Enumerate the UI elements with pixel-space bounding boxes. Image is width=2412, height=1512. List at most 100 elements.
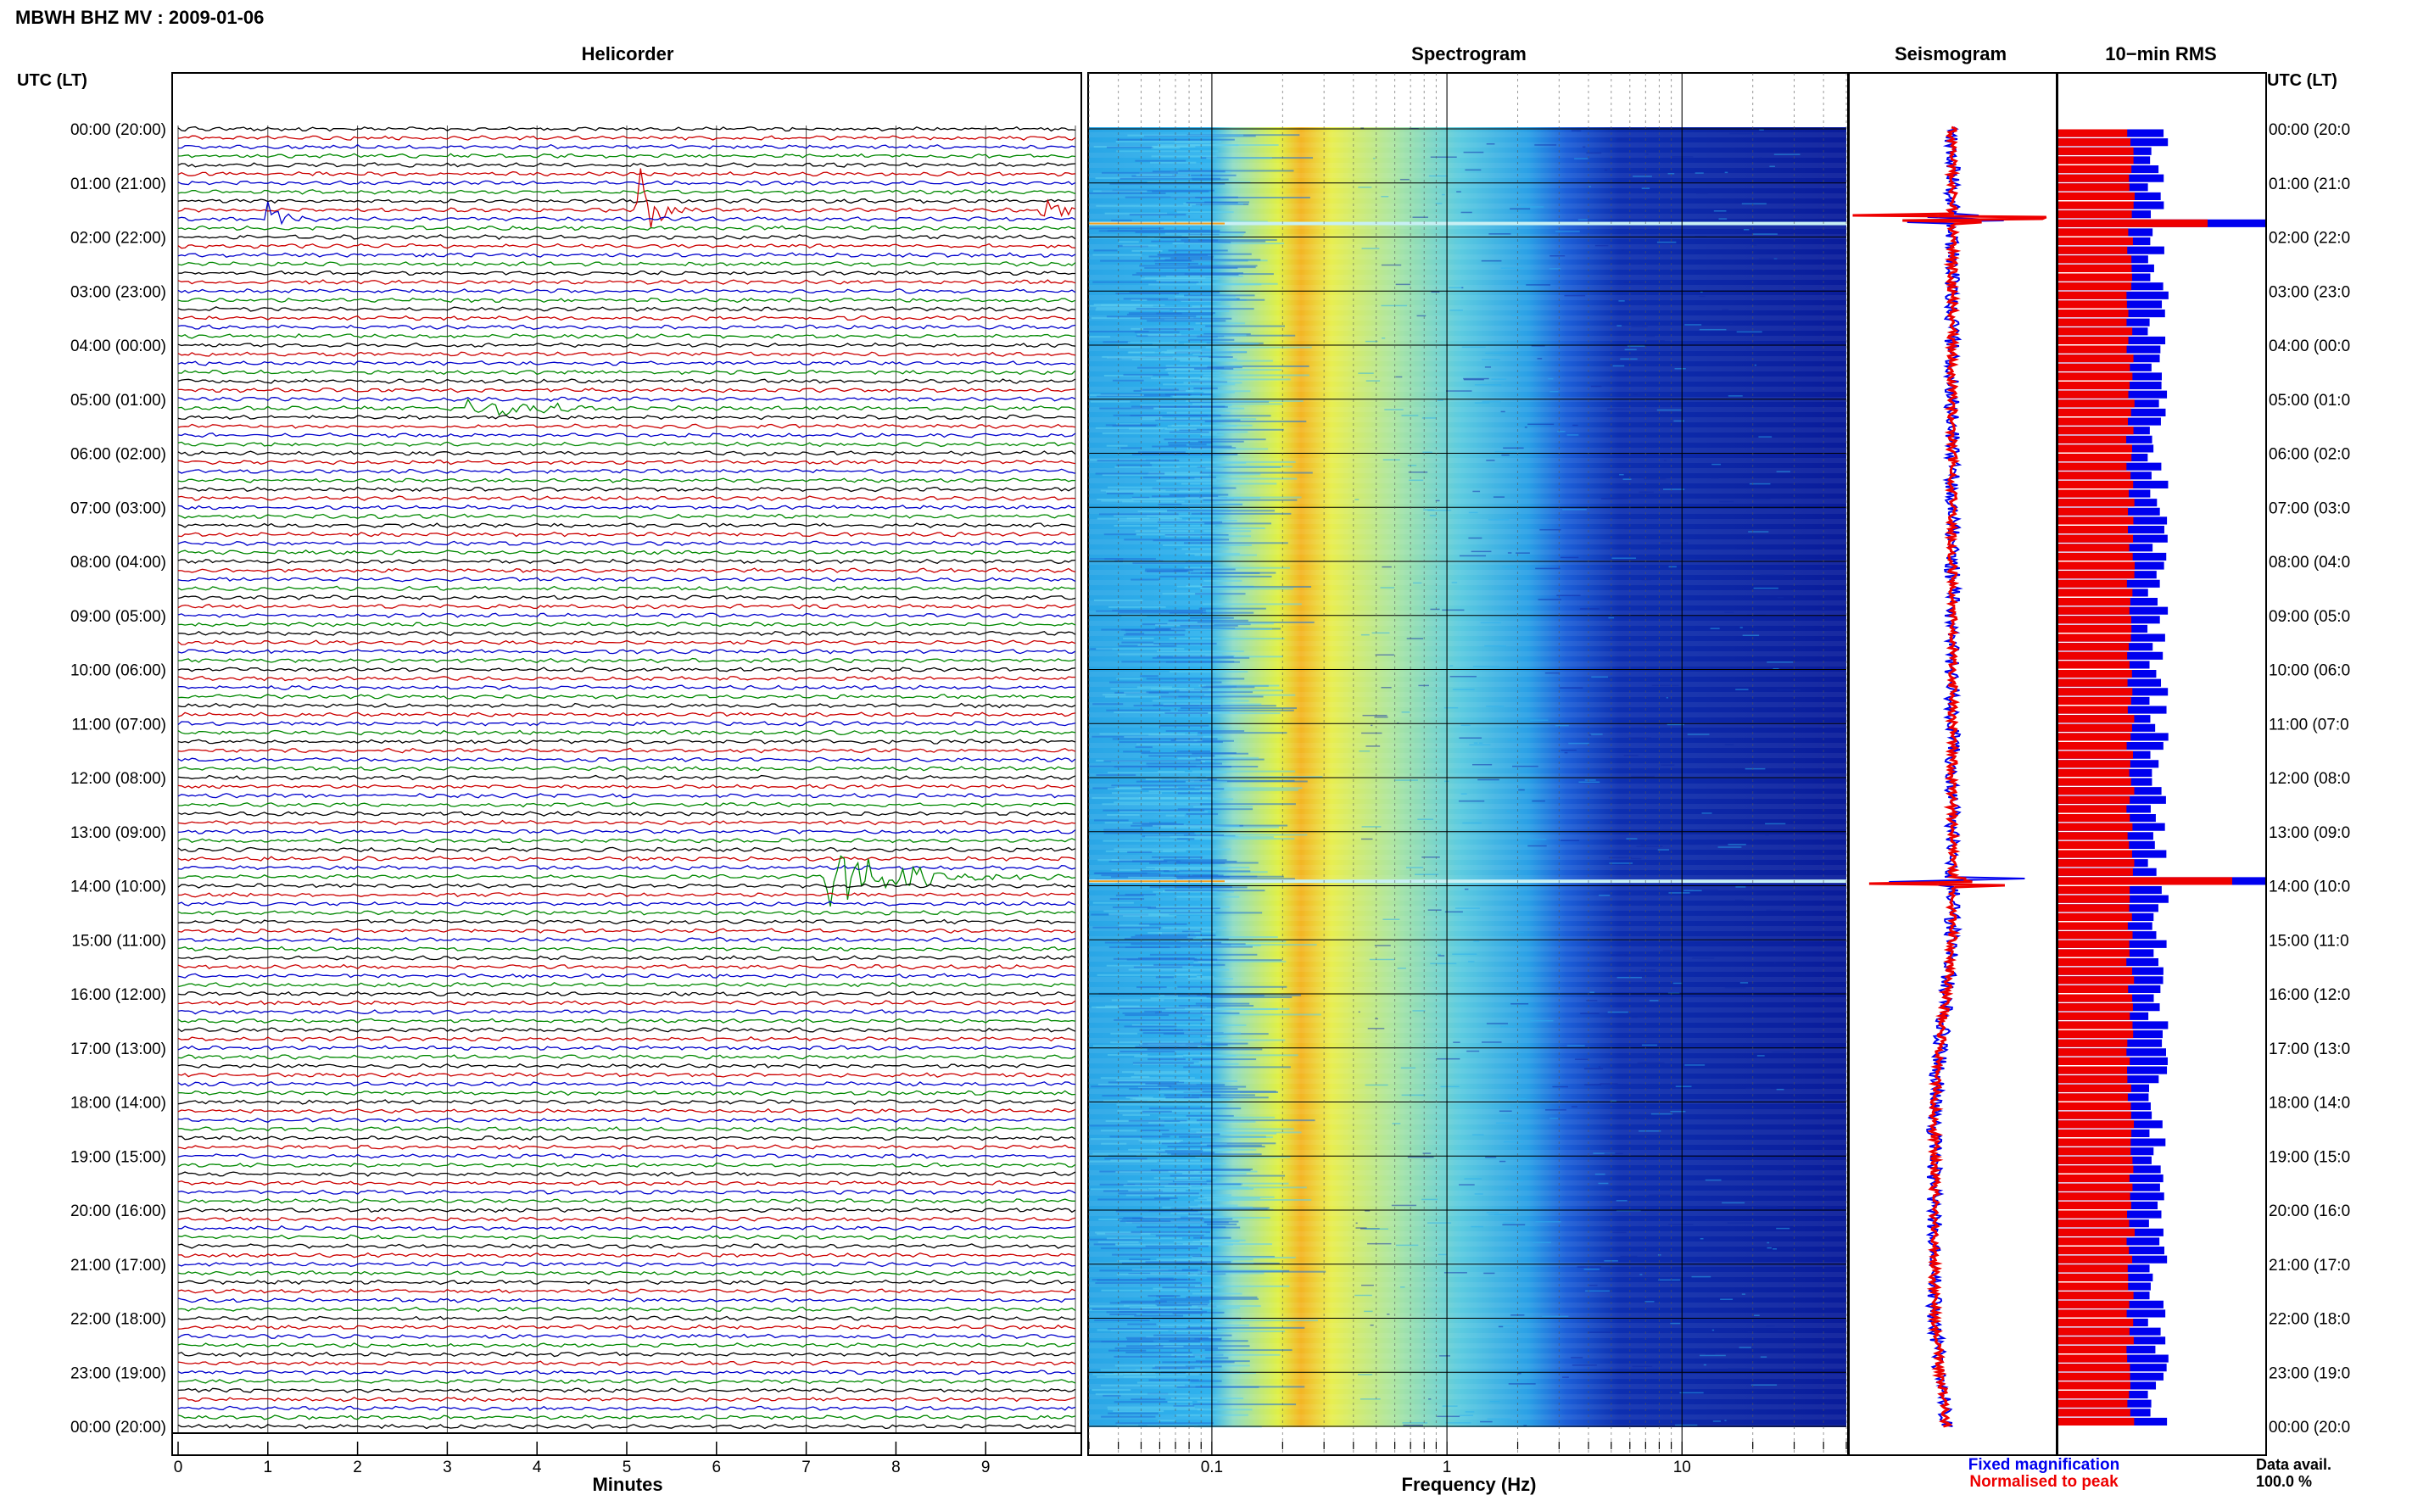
helicorder-trace (177, 198, 1076, 204)
spectrogram-texture-speck (1397, 968, 1406, 969)
spectrogram-texture-speck (1456, 191, 1461, 192)
rms-bar-normalised (2058, 192, 2135, 200)
rms-bar-normalised (2058, 814, 2130, 823)
spectrogram-texture-streak (1131, 453, 1238, 455)
spectrogram-texture-streak (1102, 474, 1209, 477)
spectrogram-texture-speck (1627, 1319, 1646, 1321)
spectrogram-texture-streak (1142, 1110, 1172, 1113)
spectrogram-texture-streak (1123, 750, 1151, 753)
spectrogram-texture-streak (1119, 1310, 1208, 1313)
rms-bar-normalised (2058, 949, 2130, 957)
spectrogram-texture-streak (1131, 249, 1163, 252)
spectrogram-texture-speck (1443, 1272, 1467, 1274)
time-label-right: 12:00 (08:0 (2269, 770, 2350, 788)
rms-bar-normalised (2058, 300, 2127, 309)
spectrogram-texture-streak (1123, 1184, 1242, 1186)
spectrogram-texture-streak (1103, 910, 1214, 912)
spectrogram-texture-speck (1594, 1173, 1605, 1175)
spectrogram-texture-streak (1169, 431, 1209, 433)
spectrogram-texture-streak (1114, 711, 1230, 713)
spectrogram-texture-speck (1461, 346, 1486, 349)
spectrogram-texture-speck (1590, 734, 1603, 735)
spectrogram-texture-streak (1147, 907, 1220, 910)
time-label-right: 15:00 (11:0 (2269, 932, 2349, 950)
spectrogram-texture-speck (1568, 742, 1589, 745)
spectrogram-texture-streak (1131, 358, 1237, 360)
spectrogram-texture-speck (1752, 233, 1778, 235)
rms-bar-normalised (2058, 1174, 2130, 1183)
spectrogram-texture-streak (1131, 1075, 1150, 1078)
spectrogram-texture-speck (1674, 678, 1700, 679)
spectrogram-title: Spectrogram (1411, 43, 1527, 64)
rms-bar-normalised (2058, 1292, 2134, 1300)
rms-bar-normalised (2058, 147, 2134, 155)
helicorder-trace (177, 1000, 1076, 1006)
spectrogram-texture-streak (1192, 305, 1231, 308)
spectrogram-texture-streak (1151, 147, 1181, 149)
spectrogram-texture-speck (1524, 427, 1527, 428)
spectrogram-texture-streak (1103, 341, 1131, 343)
spectrogram-texture-streak (1178, 1005, 1254, 1007)
time-label-left: 22:00 (18:00) (70, 1311, 166, 1329)
helicorder-trace (177, 1216, 1076, 1222)
rms-bar-normalised (2058, 1354, 2128, 1363)
helicorder-trace (177, 549, 1076, 555)
spectrogram-texture-speck (1633, 176, 1652, 177)
rms-bar-normalised (2058, 1237, 2127, 1246)
spectrogram-texture-streak (1197, 739, 1234, 742)
spectrogram-texture-speck (1459, 737, 1482, 739)
time-label-right: 16:00 (12:0 (2269, 986, 2350, 1004)
spectrogram-texture-streak (1125, 1221, 1204, 1224)
spectrogram-texture-streak (1125, 1096, 1153, 1099)
rms-bar-normalised (2058, 1075, 2128, 1084)
spectrogram-texture-streak (1174, 1180, 1207, 1182)
rms-bar-normalised (2058, 723, 2132, 732)
spectrogram-texture-speck (1604, 169, 1608, 171)
spectrogram-texture-streak (1154, 262, 1198, 265)
spectrogram-texture-streak (1176, 750, 1211, 753)
spectrogram-texture-speck (1471, 550, 1492, 553)
spectrogram-texture-streak (1132, 822, 1177, 824)
spectrogram-texture-speck (1612, 1231, 1627, 1234)
spectrogram-texture-speck (1724, 1420, 1727, 1421)
spectrogram-texture-speck (1748, 531, 1769, 533)
spectrogram-texture-streak (1197, 756, 1259, 759)
spectrogram-texture-streak (1155, 1345, 1250, 1347)
spectrogram-texture-streak (1173, 1405, 1195, 1408)
spectrogram-texture-streak (1157, 1194, 1231, 1197)
rms-bar-normalised (2058, 273, 2132, 282)
spectrogram-texture-streak (1138, 923, 1187, 925)
spectrogram-texture-streak (1170, 1212, 1212, 1214)
spectrogram-texture-speck (1588, 1331, 1613, 1333)
spectrogram-texture-speck (1689, 138, 1697, 141)
rms-bar-normalised (2058, 291, 2127, 299)
helicorder-grid (172, 126, 1081, 1434)
spectrogram-texture-streak (1106, 444, 1128, 447)
spectrogram-texture-streak (1092, 1373, 1199, 1375)
spectrogram-texture-streak (1102, 171, 1178, 174)
spectrogram-texture-speck (1362, 714, 1387, 717)
spectrogram-texture-streak (1154, 1197, 1178, 1199)
spectrogram-texture-speck (1468, 511, 1478, 514)
spectrogram-texture-streak (1155, 1235, 1204, 1237)
spectrogram-texture-speck (1530, 1019, 1554, 1022)
spectrogram-texture-speck (1360, 633, 1370, 636)
spectrogram-texture-streak (1196, 282, 1278, 285)
spectrogram-texture-streak (1139, 1342, 1204, 1345)
spectrogram-texture-speck (1701, 812, 1712, 814)
spectrogram-texture-streak (1125, 196, 1238, 198)
spectrogram-texture-speck (1487, 1418, 1512, 1420)
spectrogram-texture-speck (1639, 1274, 1643, 1275)
helicorder-trace (177, 126, 1076, 132)
spectrogram-texture-streak (1164, 369, 1282, 371)
spectrogram-texture-speck (1361, 826, 1382, 828)
data-availability-value: 100.0 % (2256, 1473, 2312, 1490)
spectrogram-texture-streak (1101, 499, 1134, 502)
spectrogram-texture-streak (1189, 1132, 1277, 1135)
spectrogram-texture-speck (1418, 684, 1429, 687)
spectrogram-texture-speck (1593, 1152, 1616, 1154)
helicorder-trace (177, 910, 1076, 916)
spectrogram-texture-streak (1164, 1150, 1203, 1152)
spectrogram-texture-streak (1199, 378, 1291, 381)
rms-bar-normalised (2058, 399, 2135, 408)
